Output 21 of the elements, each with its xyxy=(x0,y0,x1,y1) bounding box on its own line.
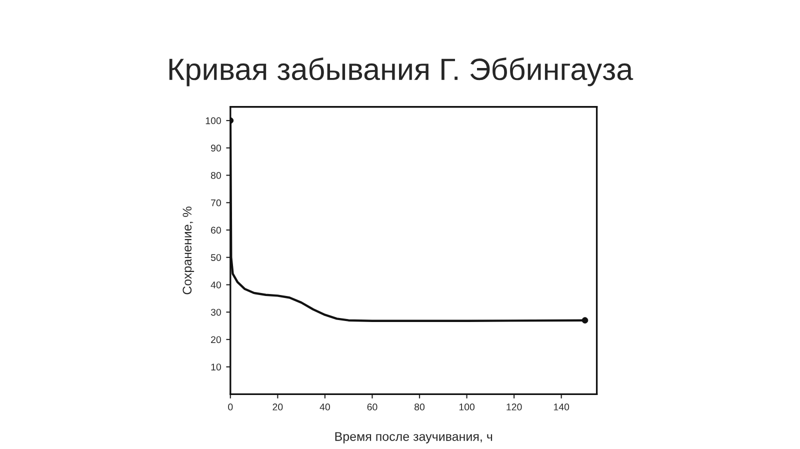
x-axis-title: Время после заучивания, ч xyxy=(335,432,492,444)
y-tick-label: 20 xyxy=(211,336,221,344)
x-tick-label: 0 xyxy=(228,404,233,410)
x-tick-label: 120 xyxy=(506,404,522,410)
x-tick-label: 100 xyxy=(459,404,475,410)
y-tick-label: 60 xyxy=(211,226,221,234)
y-tick-label: 50 xyxy=(210,254,221,261)
y-axis-title: Сохранение, % xyxy=(182,206,194,294)
x-tick-label: 40 xyxy=(320,404,330,410)
chart-title: Кривая забывания Г. Эббингауза xyxy=(169,57,634,86)
y-tick-label: 100 xyxy=(206,117,221,124)
y-tick-label: 80 xyxy=(210,172,221,179)
x-tick-label: 20 xyxy=(272,404,283,410)
x-tick-label: 60 xyxy=(367,404,378,410)
x-tick-label: 80 xyxy=(414,404,425,410)
y-tick-label: 90 xyxy=(211,144,221,152)
y-tick-label: 30 xyxy=(210,308,221,316)
y-tick-label: 10 xyxy=(211,364,221,370)
y-tick-label: 40 xyxy=(210,281,221,288)
y-tick-label: 70 xyxy=(211,199,221,206)
x-tick-label: 140 xyxy=(554,404,570,410)
